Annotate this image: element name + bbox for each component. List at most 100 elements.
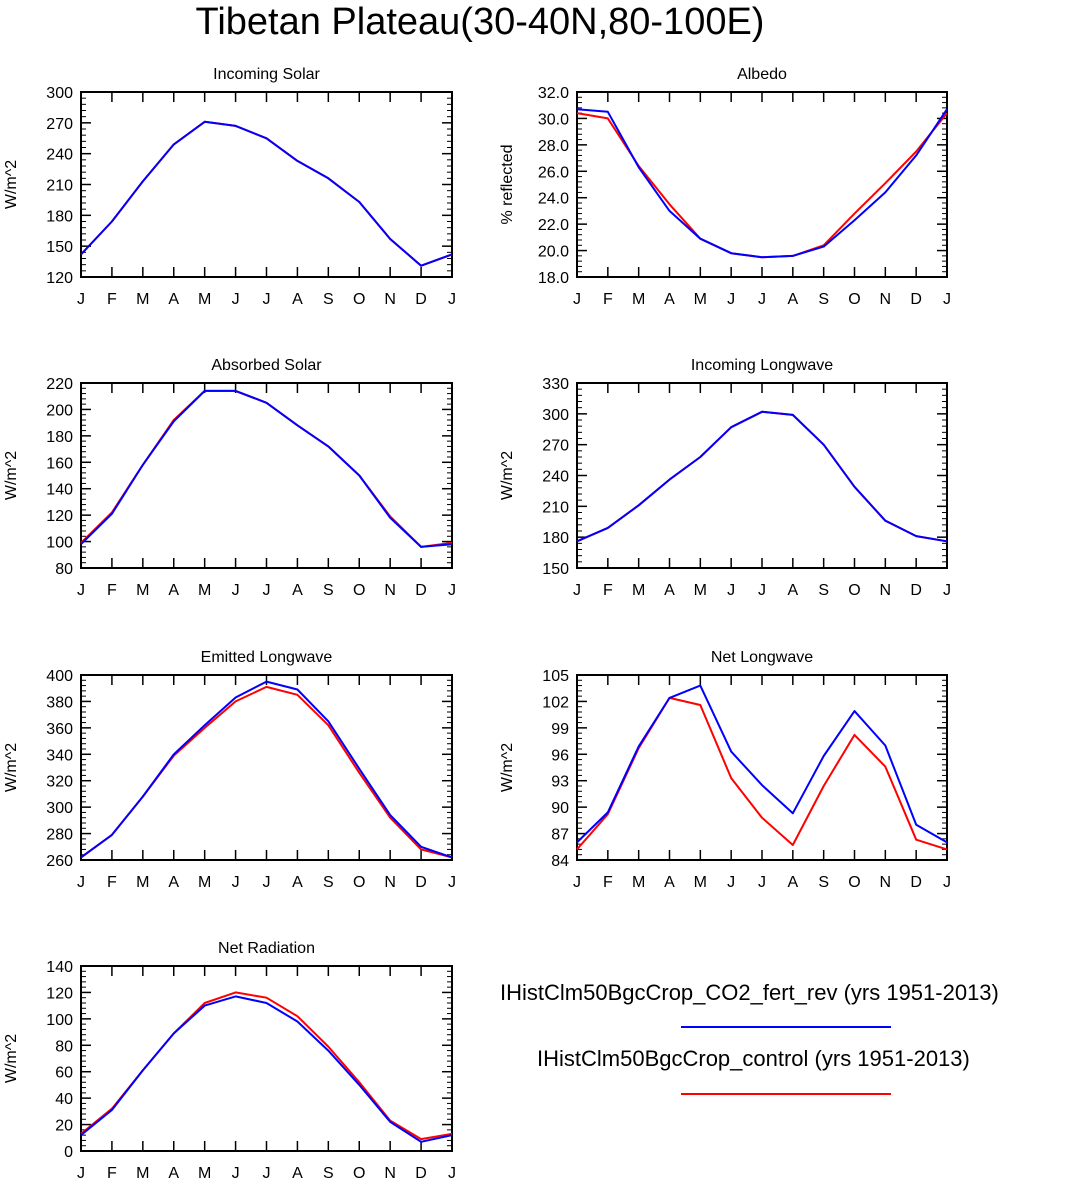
x-tick-label: J	[232, 1165, 240, 1182]
x-tick-label: O	[848, 291, 860, 308]
y-tick-label: 330	[542, 376, 569, 393]
y-tick-label: 360	[46, 721, 73, 738]
y-tick-label: 140	[46, 482, 73, 499]
x-tick-label: S	[323, 874, 334, 891]
chart-albedo: J F M A M J J A S O N D J18.020.022.024.026.028.030.…	[499, 66, 951, 308]
x-tick-label: F	[107, 1165, 117, 1182]
y-tick-label: 270	[542, 438, 569, 455]
x-tick-label: O	[848, 582, 860, 599]
x-tick-label: J	[727, 582, 735, 599]
x-tick-label: A	[168, 874, 179, 891]
y-tick-label: 100	[46, 1012, 73, 1029]
x-tick-label: N	[384, 582, 396, 599]
x-tick-label: M	[198, 582, 211, 599]
y-tick-label: 210	[542, 499, 569, 516]
y-tick-label: 102	[542, 694, 569, 711]
y-tick-label: 260	[46, 853, 73, 870]
x-tick-label: O	[353, 291, 365, 308]
chart-title: Emitted Longwave	[201, 649, 333, 666]
y-tick-label: 93	[551, 774, 569, 791]
chart-incoming-solar: J F M A M J J A S O N D J120150180210240270300W/m^2I…	[3, 66, 456, 308]
x-tick-label: A	[168, 1165, 179, 1182]
chart-title: Albedo	[737, 66, 787, 83]
x-tick-label: A	[292, 582, 303, 599]
x-tick-label: J	[943, 582, 951, 599]
x-tick-label: S	[323, 582, 334, 599]
x-tick-label: A	[292, 874, 303, 891]
y-tick-label: 60	[55, 1065, 73, 1082]
y-axis-label: W/m^2	[3, 160, 20, 209]
y-tick-label: 240	[46, 147, 73, 164]
x-tick-label: J	[448, 291, 456, 308]
x-tick-label: N	[384, 1165, 396, 1182]
y-tick-label: 150	[542, 561, 569, 578]
series-line-control	[576, 410, 948, 543]
chart-title: Incoming Longwave	[691, 357, 833, 374]
x-tick-label: F	[107, 874, 117, 891]
x-tick-label: M	[198, 291, 211, 308]
x-tick-label: J	[263, 582, 271, 599]
series-line-co2-fert-rev	[80, 389, 453, 548]
y-tick-label: 220	[46, 376, 73, 393]
x-tick-label: M	[136, 291, 149, 308]
y-tick-label: 22.0	[538, 217, 569, 234]
x-tick-label: O	[353, 582, 365, 599]
legend-line-control	[681, 1093, 891, 1095]
y-tick-label: 280	[46, 827, 73, 844]
x-tick-label: J	[573, 291, 581, 308]
y-axis-label: % reflected	[499, 144, 516, 224]
x-tick-label: J	[263, 1165, 271, 1182]
x-tick-label: F	[603, 291, 613, 308]
x-tick-label: N	[384, 874, 396, 891]
y-tick-label: 300	[46, 85, 73, 102]
y-tick-label: 100	[46, 535, 73, 552]
y-tick-label: 84	[551, 853, 569, 870]
x-tick-label: J	[77, 874, 85, 891]
x-tick-label: S	[323, 291, 334, 308]
y-tick-label: 340	[46, 747, 73, 764]
x-tick-label: J	[943, 291, 951, 308]
chart-net-radiation: J F M A M J J A S O N D J020406080100120140W/m^2Net …	[3, 940, 456, 1182]
x-tick-label: N	[880, 291, 892, 308]
series-line-co2-fert-rev	[576, 108, 948, 259]
series-line-co2-fert-rev	[80, 120, 453, 267]
x-tick-label: N	[384, 291, 396, 308]
y-tick-label: 24.0	[538, 191, 569, 208]
chart-title: Net Longwave	[711, 649, 813, 666]
y-tick-label: 20	[55, 1118, 73, 1135]
x-tick-label: D	[415, 582, 427, 599]
x-tick-label: M	[632, 291, 645, 308]
y-tick-label: 160	[46, 455, 73, 472]
series-line-control	[80, 685, 453, 859]
chart-net-longwave: J F M A M J J A S O N D J848790939699102105W/m^2Net …	[499, 649, 951, 891]
x-tick-label: S	[818, 874, 829, 891]
x-tick-label: O	[848, 874, 860, 891]
x-tick-label: J	[448, 1165, 456, 1182]
x-tick-label: A	[787, 291, 798, 308]
x-tick-label: D	[415, 291, 427, 308]
x-tick-label: N	[880, 874, 892, 891]
x-tick-label: D	[910, 874, 922, 891]
y-tick-label: 320	[46, 774, 73, 791]
x-tick-label: J	[232, 582, 240, 599]
x-tick-label: D	[910, 582, 922, 599]
x-tick-label: A	[292, 291, 303, 308]
y-axis-label: W/m^2	[499, 451, 516, 500]
x-tick-label: F	[603, 582, 613, 599]
chart-title: Net Radiation	[218, 940, 315, 957]
y-tick-label: 90	[551, 800, 569, 817]
x-tick-label: J	[727, 874, 735, 891]
legend-line-co2-fert-rev	[681, 1026, 891, 1028]
x-tick-label: D	[415, 874, 427, 891]
x-tick-label: A	[787, 582, 798, 599]
x-tick-label: M	[136, 1165, 149, 1182]
plot-frame	[576, 674, 948, 861]
series-line-co2-fert-rev	[576, 410, 948, 543]
y-tick-label: 80	[55, 1038, 73, 1055]
series-line-co2-fert-rev	[80, 680, 453, 859]
legend-label-co2-fert-rev: IHistClm50BgcCrop_CO2_fert_rev (yrs 1951…	[500, 980, 999, 1005]
y-tick-label: 400	[46, 668, 73, 685]
series-line-control	[576, 696, 948, 851]
y-tick-label: 18.0	[538, 270, 569, 287]
